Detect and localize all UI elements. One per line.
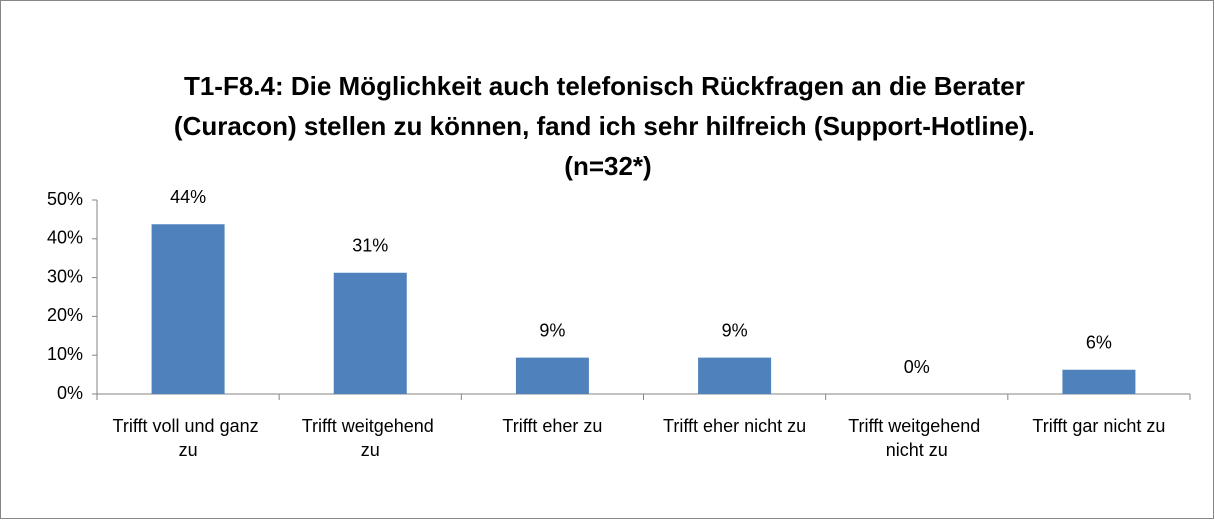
data-label: 0% [904,357,930,377]
y-tick-label: 0% [57,383,83,403]
y-tick-label: 50% [47,189,83,209]
bar [515,357,589,394]
y-tick-label: 20% [47,305,83,325]
y-tick-label: 30% [47,266,83,286]
x-tick-label: Trifft weitgehend nicht zu [848,416,985,460]
x-tick-label: Trifft eher zu [502,416,602,436]
bar [1062,369,1136,394]
x-tick-label: Trifft weitgehend zu [302,416,439,460]
y-tick-label: 10% [47,344,83,364]
bar [698,357,772,394]
data-label: 44% [170,187,206,207]
x-tick-label: Trifft gar nicht zu [1032,416,1165,436]
bar [333,272,407,394]
chart-title: T1-F8.4: Die Möglichkeit auch telefonisc… [174,71,1042,181]
x-tick-label: Trifft eher nicht zu [663,416,806,436]
data-label: 31% [352,236,388,256]
bar [151,224,225,394]
data-label: 6% [1086,333,1112,353]
x-tick-label: Trifft voll und ganz zu [113,416,264,460]
y-tick-label: 40% [47,228,83,248]
data-label: 9% [539,320,565,340]
data-label: 9% [722,320,748,340]
